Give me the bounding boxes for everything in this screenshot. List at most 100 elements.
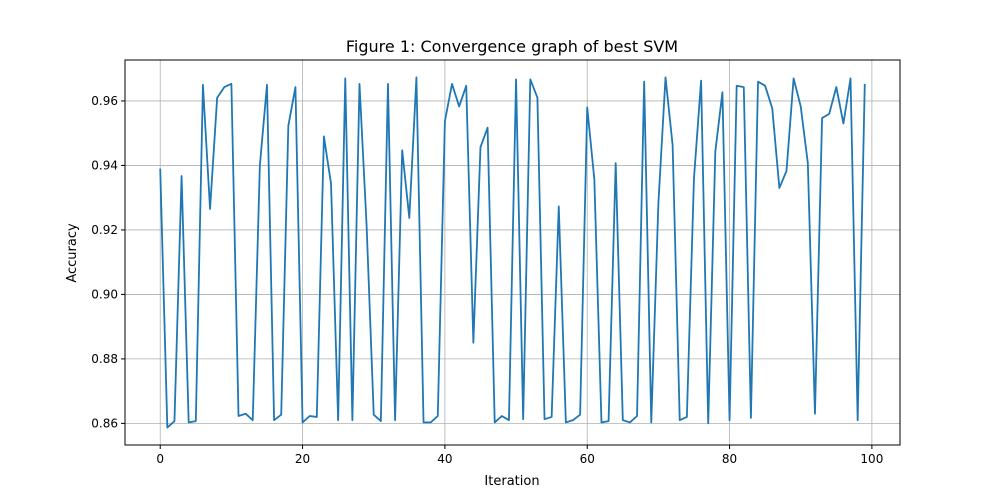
ticks: 0 20 40 60 80 100 0.86 0.88 0.90 0.92 0.94 0.96: [91, 94, 883, 466]
data-point: [522, 418, 524, 420]
data-point: [558, 205, 560, 207]
data-point: [494, 422, 496, 424]
data-point: [843, 123, 845, 125]
data-point: [444, 120, 446, 122]
data-point: [430, 422, 432, 424]
data-point: [835, 86, 837, 88]
data-point: [650, 422, 652, 424]
data-point: [828, 113, 830, 115]
data-point: [615, 162, 617, 164]
data-point: [387, 83, 389, 85]
data-point: [729, 419, 731, 421]
x-tick-label: 0: [156, 452, 164, 466]
y-tick-label: 0.86: [91, 416, 118, 430]
y-tick-label: 0.92: [91, 223, 118, 237]
data-point: [166, 427, 168, 429]
y-tick-label: 0.94: [91, 158, 118, 172]
data-point: [416, 77, 418, 79]
data-point: [629, 422, 631, 424]
data-point: [807, 162, 809, 164]
data-point: [330, 183, 332, 185]
series-layer: [159, 76, 866, 429]
data-point: [216, 97, 218, 99]
data-point: [266, 84, 268, 86]
data-point: [351, 419, 353, 421]
data-point: [451, 83, 453, 85]
data-point: [408, 217, 410, 219]
x-tick-label: 100: [860, 452, 883, 466]
data-point: [736, 85, 738, 87]
x-tick-label: 20: [295, 452, 310, 466]
data-point: [359, 83, 361, 85]
data-point: [472, 342, 474, 344]
data-point: [700, 80, 702, 82]
data-point: [508, 419, 510, 421]
data-point: [515, 78, 517, 80]
plot-frame: [124, 59, 901, 446]
data-point: [174, 420, 176, 422]
data-point: [529, 78, 531, 80]
data-point: [480, 146, 482, 148]
data-point: [586, 106, 588, 108]
data-point: [864, 83, 866, 85]
data-point: [302, 422, 304, 424]
data-point: [230, 83, 232, 85]
data-point: [643, 81, 645, 83]
data-point: [707, 422, 709, 424]
data-point: [366, 225, 368, 227]
data-point: [401, 149, 403, 151]
data-point: [778, 187, 780, 189]
data-point: [259, 165, 261, 167]
data-point: [373, 414, 375, 416]
data-point: [458, 106, 460, 108]
data-point: [195, 420, 197, 422]
data-point: [636, 415, 638, 417]
data-point: [344, 77, 346, 79]
data-point: [622, 419, 624, 421]
chart-title: Figure 1: Convergence graph of best SVM: [346, 37, 678, 56]
data-point: [309, 415, 311, 417]
data-point: [672, 144, 674, 146]
data-point: [743, 86, 745, 88]
data-point: [686, 416, 688, 418]
data-point: [857, 419, 859, 421]
data-point: [821, 117, 823, 119]
data-point: [238, 415, 240, 417]
data-point: [793, 77, 795, 79]
data-point: [188, 422, 190, 424]
y-tick-label: 0.96: [91, 94, 118, 108]
x-axis-label: Iteration: [484, 474, 539, 489]
data-point: [202, 84, 204, 86]
data-point: [323, 136, 325, 138]
data-point: [287, 125, 289, 127]
data-point: [757, 81, 759, 83]
data-point: [786, 170, 788, 172]
data-point: [337, 419, 339, 421]
data-point: [209, 208, 211, 210]
x-tick-label: 60: [580, 452, 595, 466]
data-point: [465, 85, 467, 87]
data-point: [850, 77, 852, 79]
data-point: [814, 413, 816, 415]
data-point: [423, 422, 425, 424]
data-point: [487, 127, 489, 129]
data-point: [394, 419, 396, 421]
x-tick-label: 80: [722, 452, 737, 466]
data-point: [601, 422, 603, 424]
data-point: [771, 107, 773, 109]
data-point: [608, 420, 610, 422]
data-point: [295, 86, 297, 88]
data-point: [750, 417, 752, 419]
y-tick-label: 0.88: [91, 352, 118, 366]
data-point: [280, 414, 282, 416]
y-tick-label: 0.90: [91, 287, 118, 301]
data-point: [537, 97, 539, 99]
data-point: [579, 414, 581, 416]
data-point: [245, 413, 247, 415]
data-point: [693, 177, 695, 179]
data-point: [223, 86, 225, 88]
data-point: [273, 419, 275, 421]
